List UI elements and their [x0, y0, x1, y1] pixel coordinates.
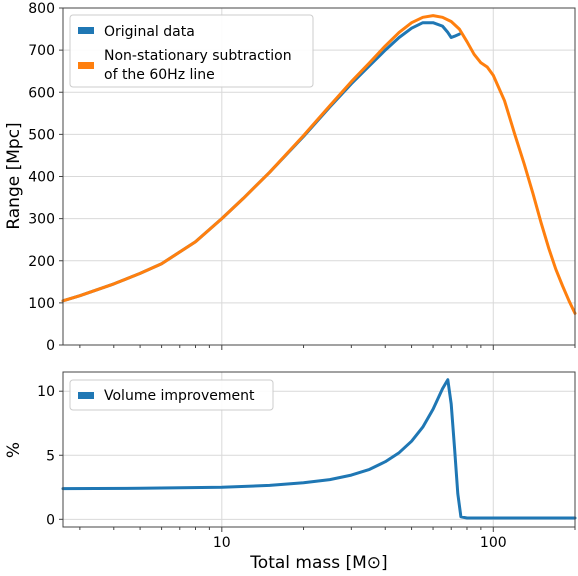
range-y-tick-label: 500	[28, 127, 55, 143]
range-y-tick-label: 0	[46, 338, 55, 354]
range-y-tick-label: 100	[28, 296, 55, 312]
volume-panel: 0 5 10 10 100 % Volume improvement	[4, 371, 577, 551]
range-legend-box	[69, 14, 314, 88]
volume-y-tick-label: 0	[46, 512, 55, 528]
range-lines	[61, 14, 577, 315]
x-tick-label: 100	[480, 535, 507, 551]
volume-legend: Volume improvement	[69, 379, 274, 411]
legend-label-original: Original data	[104, 24, 195, 40]
range-series-line-1	[61, 14, 577, 315]
volume-lines	[61, 378, 577, 520]
x-axis-label: Total mass [M⊙]	[249, 553, 387, 573]
range-y-tick-label: 200	[28, 254, 55, 270]
volume-grid	[63, 372, 575, 527]
x-tick-label: 10	[213, 535, 231, 551]
volume-x-minor-ticks	[79, 527, 576, 532]
range-y-tick-label: 700	[28, 43, 55, 59]
legend-swatch-volume	[78, 392, 94, 399]
volume-y-tick-label: 5	[46, 448, 55, 464]
volume-y-axis-label: %	[4, 442, 24, 458]
range-y-tick-label: 400	[28, 170, 55, 186]
range-legend: Original data Non-stationary subtraction…	[69, 14, 314, 88]
volume-y-tick-label: 10	[37, 384, 55, 400]
volume-series-line-0	[61, 378, 577, 520]
range-y-ticks: 0 100 200 300 400 500 600 700 800	[28, 1, 63, 354]
volume-legend-box	[69, 379, 274, 411]
volume-y-ticks: 0 5 10	[37, 384, 63, 528]
range-y-axis-label: Range [Mpc]	[4, 122, 24, 229]
range-y-tick-label: 300	[28, 212, 55, 228]
range-y-tick-label: 600	[28, 85, 55, 101]
range-y-tick-label: 800	[28, 1, 55, 17]
volume-axes-frame	[62, 371, 576, 528]
legend-label-subtraction-line1: Non-stationary subtraction	[104, 48, 292, 64]
x-tick-labels: 10 100	[213, 535, 507, 551]
range-panel: 0 100 200 300 400 500 600 700 800 Range [Mpc] Or…	[4, 1, 577, 354]
legend-label-subtraction-line2: of the 60Hz line	[104, 67, 215, 83]
legend-swatch-original	[78, 27, 94, 34]
legend-label-volume: Volume improvement	[104, 388, 255, 404]
range-x-minor-ticks	[79, 345, 576, 350]
legend-swatch-subtraction	[78, 62, 94, 69]
